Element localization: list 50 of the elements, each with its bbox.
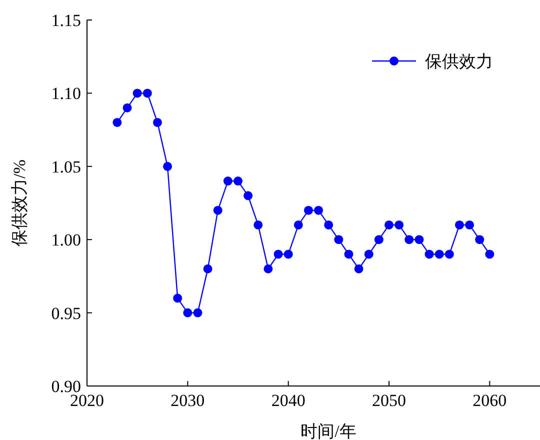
point — [254, 220, 263, 230]
y-tick-label: 1.00 — [51, 230, 81, 250]
legend-label: 保供效力 — [425, 52, 493, 71]
point — [234, 176, 242, 186]
point — [203, 264, 212, 274]
point — [314, 206, 324, 215]
point — [324, 220, 334, 230]
point — [163, 162, 172, 171]
point — [394, 220, 404, 230]
x-tick-label: 2040 — [271, 391, 306, 410]
x-tick-label: 2060 — [472, 391, 507, 410]
point — [223, 176, 232, 186]
point — [364, 250, 374, 259]
point — [284, 250, 293, 259]
y-tick-label: 0.95 — [51, 304, 81, 323]
point — [132, 88, 142, 98]
y-axis-title: 保供效力/% — [10, 160, 29, 246]
point — [334, 235, 344, 244]
point — [152, 118, 162, 127]
y-tick-label: 1.15 — [51, 11, 81, 30]
point — [112, 118, 122, 127]
point — [374, 235, 384, 244]
y-tick-label: 1.10 — [51, 84, 81, 104]
point — [264, 264, 273, 274]
point — [142, 88, 152, 98]
point — [384, 220, 394, 230]
point — [424, 250, 434, 259]
point — [244, 191, 253, 200]
x-tick-label: 2030 — [170, 391, 205, 410]
point — [193, 308, 202, 318]
point — [274, 250, 283, 259]
x-tick-label: 2050 — [372, 391, 406, 410]
point — [434, 250, 444, 259]
point — [173, 294, 182, 303]
point — [304, 206, 313, 215]
point — [444, 250, 454, 259]
point — [465, 220, 474, 230]
point — [485, 250, 494, 259]
x-axis-title: 时间/年 — [300, 422, 356, 440]
point — [414, 235, 424, 244]
point — [294, 220, 303, 230]
point — [183, 308, 192, 318]
point — [354, 264, 364, 274]
point — [404, 235, 414, 244]
point — [122, 103, 132, 112]
point — [344, 250, 354, 259]
point — [475, 235, 484, 244]
point — [454, 220, 464, 230]
point — [213, 206, 222, 215]
y-tick-label: 1.05 — [51, 157, 81, 176]
